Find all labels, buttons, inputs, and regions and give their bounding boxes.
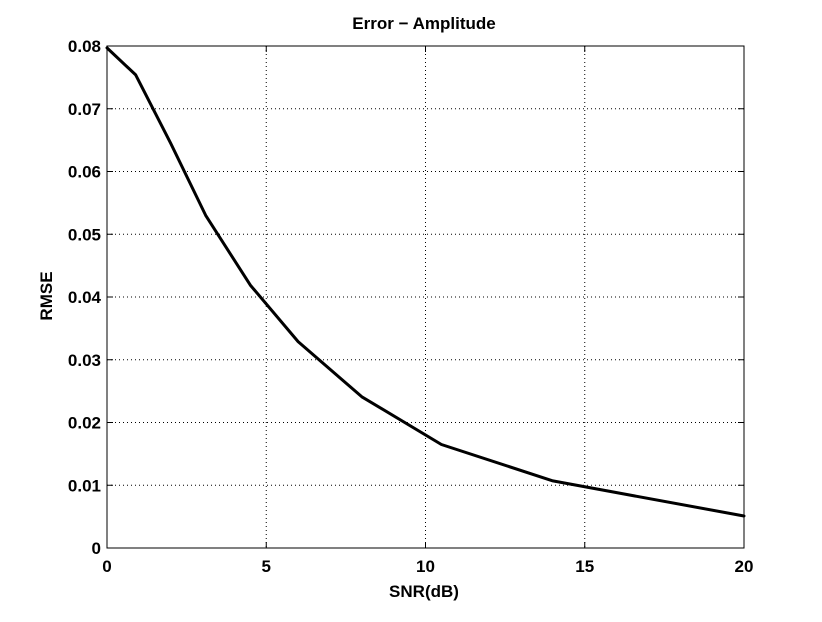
chart-title: Error − Amplitude (352, 14, 495, 33)
y-tick-label: 0.04 (68, 288, 102, 307)
y-axis-label: RMSE (37, 271, 56, 320)
x-tick-label: 5 (262, 557, 271, 576)
y-tick-label: 0.02 (68, 414, 101, 433)
y-tick-label: 0 (92, 539, 101, 558)
y-tick-label: 0.03 (68, 351, 101, 370)
y-tick-label: 0.07 (68, 100, 101, 119)
x-axis-label: SNR(dB) (389, 582, 459, 601)
series-line (105, 46, 746, 518)
y-tick-label: 0.06 (68, 163, 101, 182)
y-tick-label: 0.01 (68, 476, 101, 495)
x-tick-label: 20 (735, 557, 754, 576)
x-axis-ticks: 0 5 10 15 20 (102, 46, 753, 576)
x-tick-label: 0 (102, 557, 111, 576)
y-tick-label: 0.08 (68, 37, 101, 56)
y-axis-ticks: 0 0.01 0.02 0.03 0.04 0.05 0.06 0.07 0.08 (68, 37, 744, 558)
x-tick-label: 15 (575, 557, 594, 576)
y-tick-label: 0.05 (68, 225, 101, 244)
series-layer (105, 46, 746, 518)
x-tick-label: 10 (416, 557, 435, 576)
